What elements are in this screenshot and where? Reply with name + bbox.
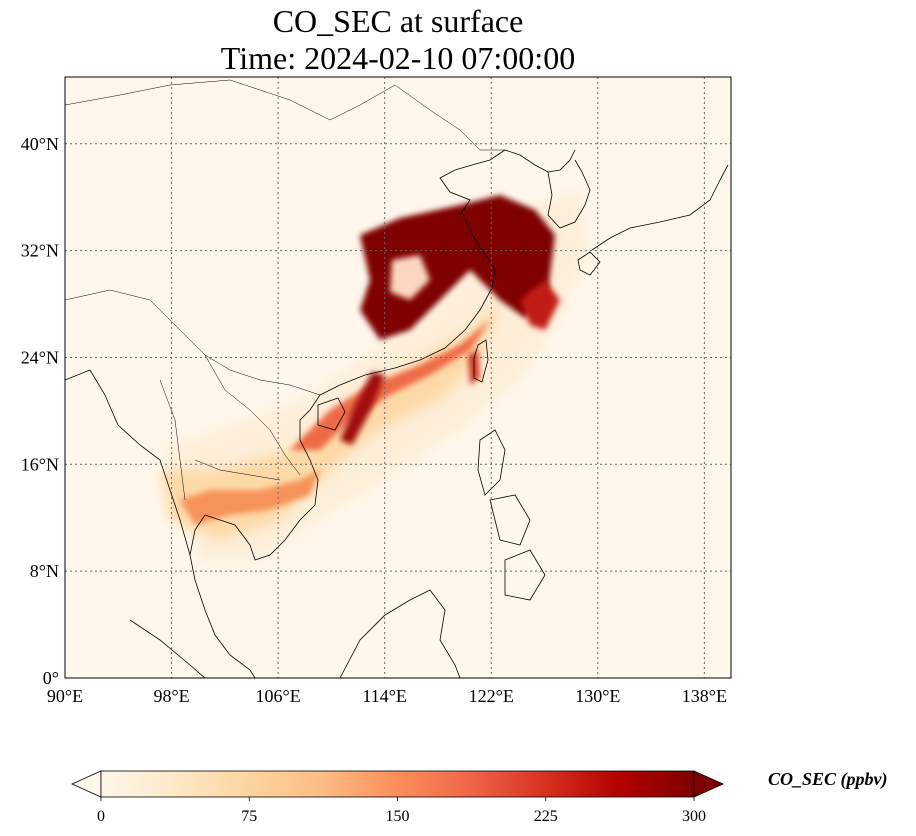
y-tick-label: 32°N (21, 241, 59, 261)
colorbar-label: CO_SEC (ppbv) (768, 769, 888, 789)
y-tick-label: 24°N (21, 347, 59, 367)
coastline-taiwan (473, 339, 489, 383)
coastline-mindanao (504, 549, 546, 601)
gridlines (65, 77, 731, 678)
coastlines (65, 149, 729, 678)
coastline-hainan (317, 397, 346, 431)
colorbar-tick-label: 75 (241, 808, 257, 825)
x-tick-label: 106°E (256, 686, 301, 706)
y-tick-label: 40°N (21, 134, 59, 154)
plume-dark-streak-south (340, 372, 385, 445)
country-borders (65, 79, 505, 501)
colorbar-tick-label: 150 (386, 808, 410, 825)
x-tick-label: 122°E (469, 686, 514, 706)
x-tick-labels: 90°E 98°E 106°E 114°E 122°E 130°E 138°E (47, 686, 727, 706)
y-tick-label: 0° (43, 668, 59, 688)
plume-dark-main (360, 195, 555, 340)
map-title: CO_SEC at surface (272, 3, 524, 39)
border-myanmar-thailand (159, 379, 186, 501)
plume-orange-coast (290, 320, 490, 450)
x-tick-label: 90°E (47, 686, 83, 706)
y-tick-label: 16°N (21, 454, 59, 474)
coastline-luzon (477, 429, 506, 496)
map-frame (64, 76, 732, 679)
plume-east-tail (520, 280, 560, 330)
x-tick-label: 130°E (575, 686, 620, 706)
border-thailand-cambodia (194, 459, 281, 481)
map-subtitle-time: Time: 2024-02-10 07:00:00 (220, 40, 576, 76)
x-tick-label: 138°E (682, 686, 727, 706)
colorbar-ticks: 0 75 150 225 300 (97, 797, 706, 825)
plume-orange-indochina (180, 470, 320, 525)
x-tick-label: 98°E (153, 686, 189, 706)
border-china-northeast (394, 84, 505, 151)
plume-clean-hole (390, 255, 430, 300)
colorbar-tick-label: 0 (97, 808, 105, 825)
coastline-korea (547, 159, 591, 229)
coastline-kyushu (577, 251, 601, 276)
y-tick-labels: 0° 8°N 16°N 24°N 32°N 40°N (21, 134, 59, 688)
colorbar-extend-low (71, 770, 102, 798)
coastline-indochina (189, 394, 321, 678)
coastline-sumatra (129, 619, 206, 678)
coastline-visayas (489, 494, 531, 546)
x-tick-label: 114°E (362, 686, 407, 706)
colorbar-body (100, 770, 695, 798)
coastline-japan (591, 164, 729, 251)
colorbar-extend-high (693, 770, 724, 798)
colorbar-tick-label: 300 (682, 808, 706, 825)
coastline-borneo (339, 589, 461, 678)
border-china-north (65, 79, 396, 121)
concentration-field (160, 190, 590, 560)
border-laos-vietnam (204, 354, 301, 476)
coastline-myanmar (65, 369, 191, 556)
colorbar-tick-label: 225 (534, 808, 558, 825)
y-tick-label: 8°N (30, 561, 59, 581)
coastline-china (319, 149, 576, 396)
